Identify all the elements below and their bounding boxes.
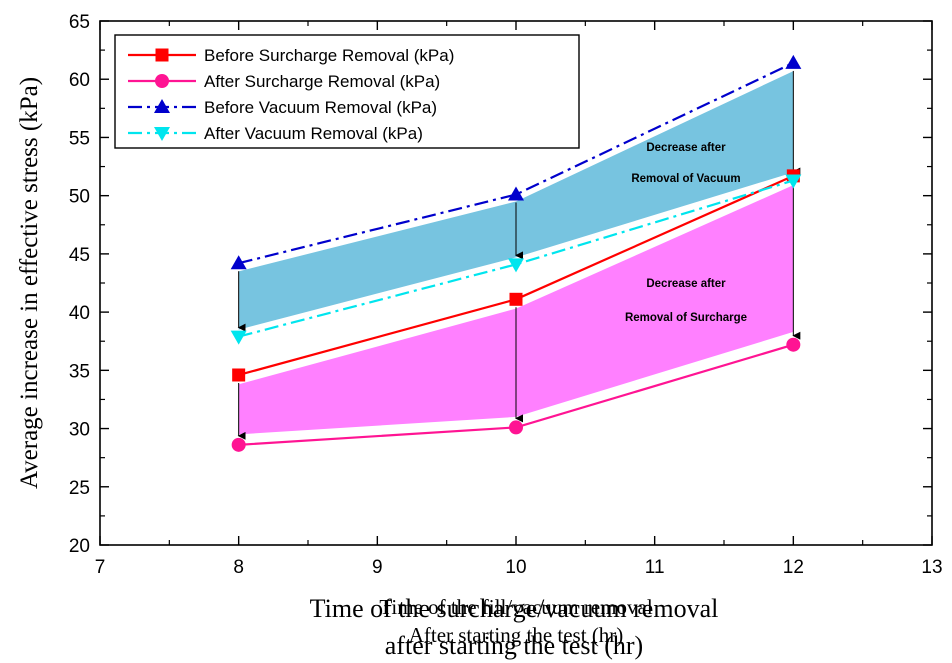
series-lines	[230, 54, 802, 452]
x-tick-label: 13	[921, 557, 942, 578]
legend: Before Surcharge Removal (kPa) After Surc…	[114, 34, 580, 149]
series-point-1	[786, 337, 801, 352]
x-tick-label: 8	[233, 557, 244, 578]
legend-swatch-marker	[155, 48, 169, 62]
y-tick-label: 60	[69, 70, 90, 91]
x-tick-label: 7	[95, 557, 106, 578]
x-tick-label: 10	[505, 557, 526, 578]
legend-swatch-marker	[154, 99, 170, 113]
annotation-line: Decrease after	[646, 142, 726, 154]
series-line-2	[238, 61, 794, 265]
y-tick-label: 50	[69, 187, 90, 208]
series-point-2	[785, 54, 802, 69]
series-point-2	[508, 186, 524, 201]
series-point-3	[230, 330, 247, 345]
x-axis-label-overlay: Time of the fill/vacuum removal	[379, 595, 653, 619]
x-axis-label: Time of the surcharge/vacuum removal	[310, 594, 719, 623]
y-tick-label: 25	[69, 478, 90, 499]
y-tick-label: 35	[69, 361, 90, 382]
series-point-0	[232, 368, 246, 382]
axes: 7 8 9 10 11 12 13 20 25 30 35 40 45 50 55 60 65	[69, 12, 943, 578]
legend-swatch-marker	[154, 127, 170, 141]
legend-label: After Vacuum Removal (kPa)	[204, 124, 423, 143]
y-tick-label: 30	[69, 420, 90, 441]
legend-swatch-marker	[155, 74, 169, 88]
axis-labels: Average increase in effective stress (kP…	[16, 77, 718, 660]
series-point-3	[785, 174, 802, 189]
y-axis-label: Average increase in effective stress (kP…	[16, 77, 43, 489]
y-tick-label: 45	[69, 245, 90, 266]
x-tick-label: 12	[783, 557, 804, 578]
series-point-3	[508, 258, 524, 273]
y-tick-label: 55	[69, 128, 90, 149]
legend-label: After Surcharge Removal (kPa)	[204, 72, 440, 91]
y-tick-label: 20	[69, 536, 90, 557]
decrease-arrows	[237, 70, 801, 440]
y-tick-label: 40	[69, 303, 90, 324]
series-line-3	[238, 179, 794, 338]
series-point-2	[230, 255, 247, 270]
annotation-line: Removal of Surcharge	[625, 312, 747, 324]
y-tick-label: 65	[69, 12, 90, 33]
annotation-line: Decrease after	[646, 278, 726, 290]
annotation-line: Removal of Vacuum	[631, 173, 740, 185]
x-axis-label-overlay: After starting the test (hr)	[409, 623, 624, 647]
legend-box	[114, 34, 580, 149]
band-annotations: Decrease after Removal of Vacuum Decrease …	[625, 142, 747, 324]
series-point-1	[509, 420, 523, 435]
series-point-1	[231, 437, 246, 452]
x-tick-label: 11	[645, 557, 665, 578]
x-tick-label: 9	[372, 557, 383, 578]
legend-label: Before Vacuum Removal (kPa)	[204, 98, 437, 117]
legend-label: Before Surcharge Removal (kPa)	[204, 46, 454, 65]
series-point-0	[509, 292, 523, 306]
band-0	[238, 71, 794, 330]
x-axis-label: after starting the test (hr)	[385, 631, 643, 660]
